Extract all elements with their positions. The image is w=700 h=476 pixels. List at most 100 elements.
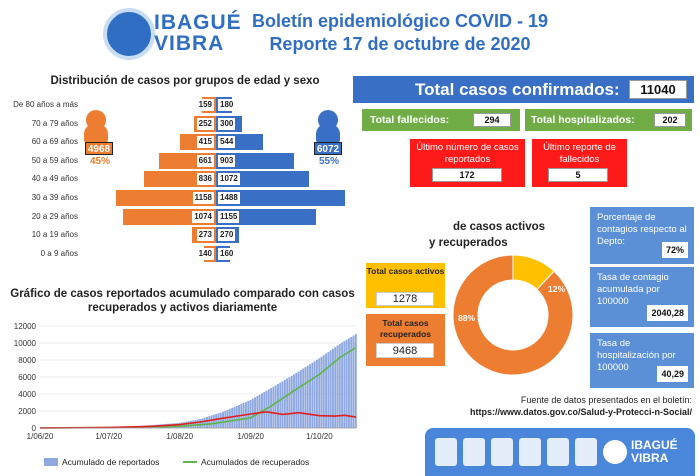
y-tick-label: 4000: [18, 390, 36, 399]
partner-logo-1-icon: [435, 438, 457, 466]
kpi-deaths-value: 294: [473, 113, 511, 127]
partner-logo-6-icon: [575, 438, 597, 466]
kpi-confirmed-label: Total casos confirmados:: [415, 80, 620, 99]
partner-logo-3-icon: [491, 438, 513, 466]
cumulative-bar: [347, 338, 350, 428]
cumulative-bar: [189, 420, 192, 428]
cumulative-bar: [258, 394, 261, 428]
logo-top: IBAGUÉ: [154, 11, 242, 34]
stat-hosp-rate-label: Tasa de hospitalización por 100000: [597, 338, 676, 373]
male-bar-value: 1072: [218, 173, 240, 186]
female-bar-value: 159: [196, 99, 214, 111]
cumulative-bar: [352, 335, 355, 428]
female-bar: 1074: [123, 208, 216, 225]
male-bar: 903: [216, 152, 295, 169]
cumulative-bar: [306, 365, 309, 428]
female-bar-value: 140: [196, 247, 214, 260]
cumulative-bar: [318, 358, 321, 428]
age-label: 20 a 29 años: [31, 211, 78, 221]
recovered-box: Total casos recuperados: [366, 314, 445, 366]
source-url[interactable]: https://www.datos.gov.co/Salud-y-Protecc…: [469, 407, 692, 417]
male-bar: 1072: [216, 171, 309, 188]
cumulative-bar: [277, 383, 279, 428]
cumulative-bar: [224, 410, 227, 428]
female-bar: 1158: [115, 190, 216, 206]
cumulative-bar: [219, 412, 222, 428]
female-bar-value: 836: [196, 173, 214, 186]
active-label: Total casos activos: [366, 266, 445, 276]
cumulative-bar: [304, 367, 307, 428]
logo-bottom: VIBRA: [154, 32, 225, 55]
age-label: 60 a 69 años: [31, 137, 78, 147]
stat-contagion-rate-label: Tasa de contagio acumulada por 100000: [597, 272, 669, 307]
logo-mark: [103, 8, 155, 60]
female-bar: 661: [158, 152, 216, 169]
cumulative-bar: [299, 370, 302, 428]
cumulative-bar: [201, 418, 204, 428]
female-bar-value: 1074: [192, 210, 214, 223]
cumulative-bar: [290, 375, 293, 428]
female-bar: 252: [194, 115, 216, 132]
age-label: 70 a 79 años: [31, 118, 78, 128]
cumulative-bar: [350, 336, 353, 428]
cumulative-bar: [180, 422, 183, 428]
chart-title: Gráfico de casos reportados acumulado co…: [10, 288, 355, 314]
cumulative-bar: [343, 341, 346, 428]
y-tick-label: 8000: [18, 356, 36, 365]
cumulative-bar: [231, 407, 234, 428]
x-tick-label: 1/07/20: [95, 432, 122, 441]
cumulative-bar: [256, 395, 259, 428]
legend-label-reported: Acumulado de reportados: [62, 457, 159, 467]
female-total: 4968: [85, 142, 113, 155]
cumulative-bar: [336, 345, 339, 428]
kpi-hosp: Total hospitalizados:: [525, 109, 692, 131]
cumulative-bar: [281, 381, 284, 428]
male-bar: 544: [216, 134, 264, 151]
cumulative-bar: [199, 419, 202, 428]
female-bar-value: 415: [196, 136, 214, 149]
kpi-hosp-label: Total hospitalizados:: [531, 114, 635, 126]
cumulative-bar: [210, 415, 213, 428]
y-tick-label: 0: [32, 424, 37, 433]
partner-logo-5-icon: [547, 438, 569, 466]
cumulative-bar: [222, 411, 224, 428]
male-bar: 180: [216, 97, 236, 113]
donut-chart: [452, 254, 574, 376]
female-bar: 836: [143, 171, 216, 188]
cumulative-bar: [293, 374, 295, 428]
female-bar: 140: [196, 245, 216, 262]
donut-slice-recovered: [452, 254, 574, 376]
kpi-last-deaths-label: Último reporte de fallecidos: [543, 142, 616, 165]
cumulative-bar: [302, 368, 305, 428]
cumulative-bar: [331, 348, 334, 428]
source-block: Fuente de datos presentados en el boletí…: [420, 394, 692, 418]
x-tick-label: 1/10/20: [306, 432, 333, 441]
donut-active-pct: 12%: [548, 284, 566, 294]
recovered-value: 9468: [376, 343, 434, 358]
cumulative-bar: [354, 334, 357, 428]
cumulative-chart: 0 2000 4000 6000 8000 10000 12000 1/06/20 1/07/2…: [14, 322, 357, 467]
cumulative-bar: [183, 422, 186, 428]
age-label: 0 a 9 años: [40, 248, 78, 258]
cumulative-bar: [313, 361, 316, 428]
x-tick-label: 1/06/20: [27, 432, 54, 441]
cumulative-bar: [194, 419, 197, 428]
cumulative-bar: [192, 420, 195, 428]
cumulative-bar: [185, 421, 188, 428]
female-pct: 45%: [90, 156, 111, 167]
male-total: 6072: [314, 142, 342, 155]
cumulative-bar: [178, 422, 181, 428]
stat-contagion-pct-value: 72%: [661, 242, 688, 258]
female-bar: 415: [180, 134, 216, 151]
cumulative-bar: [212, 414, 215, 428]
age-label: 10 a 19 años: [31, 230, 78, 240]
active-line: [39, 410, 357, 429]
female-bar-value: 252: [196, 117, 214, 130]
recovered-label: Total casos recuperados: [379, 318, 432, 339]
cumulative-bar: [217, 413, 220, 428]
male-bar: 300: [216, 115, 242, 132]
cumulative-bar: [320, 356, 323, 428]
male-bar: 1155: [216, 208, 316, 225]
cumulative-bar: [274, 385, 277, 428]
cumulative-bar: [309, 364, 311, 428]
